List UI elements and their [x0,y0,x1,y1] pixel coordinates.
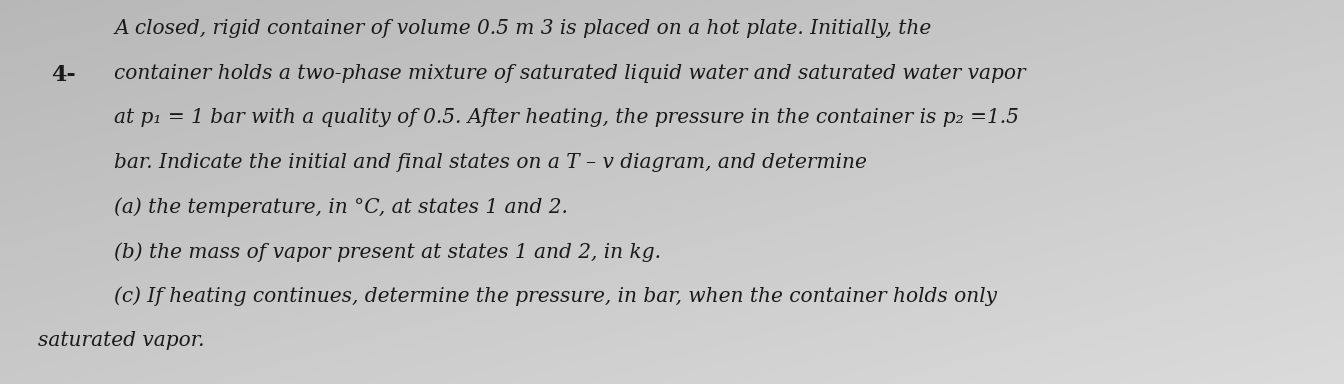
Text: bar. Indicate the initial and final states on a T – v diagram, and determine: bar. Indicate the initial and final stat… [114,153,867,172]
Text: A closed, rigid container of volume 0.5 m 3 is placed on a hot plate. Initially,: A closed, rigid container of volume 0.5 … [114,19,931,38]
Text: saturated vapor.: saturated vapor. [38,331,204,350]
Text: at p₁ = 1 bar with a quality of 0.5. After heating, the pressure in the containe: at p₁ = 1 bar with a quality of 0.5. Aft… [114,108,1019,127]
Text: (c) If heating continues, determine the pressure, in bar, when the container hol: (c) If heating continues, determine the … [114,286,997,306]
Text: (b) the mass of vapor present at states 1 and 2, in kg.: (b) the mass of vapor present at states … [114,242,661,262]
Text: 4-: 4- [51,64,75,86]
Text: (a) the temperature, in °C, at states 1 and 2.: (a) the temperature, in °C, at states 1 … [114,197,569,217]
Text: container holds a two-phase mixture of saturated liquid water and saturated wate: container holds a two-phase mixture of s… [114,64,1025,83]
